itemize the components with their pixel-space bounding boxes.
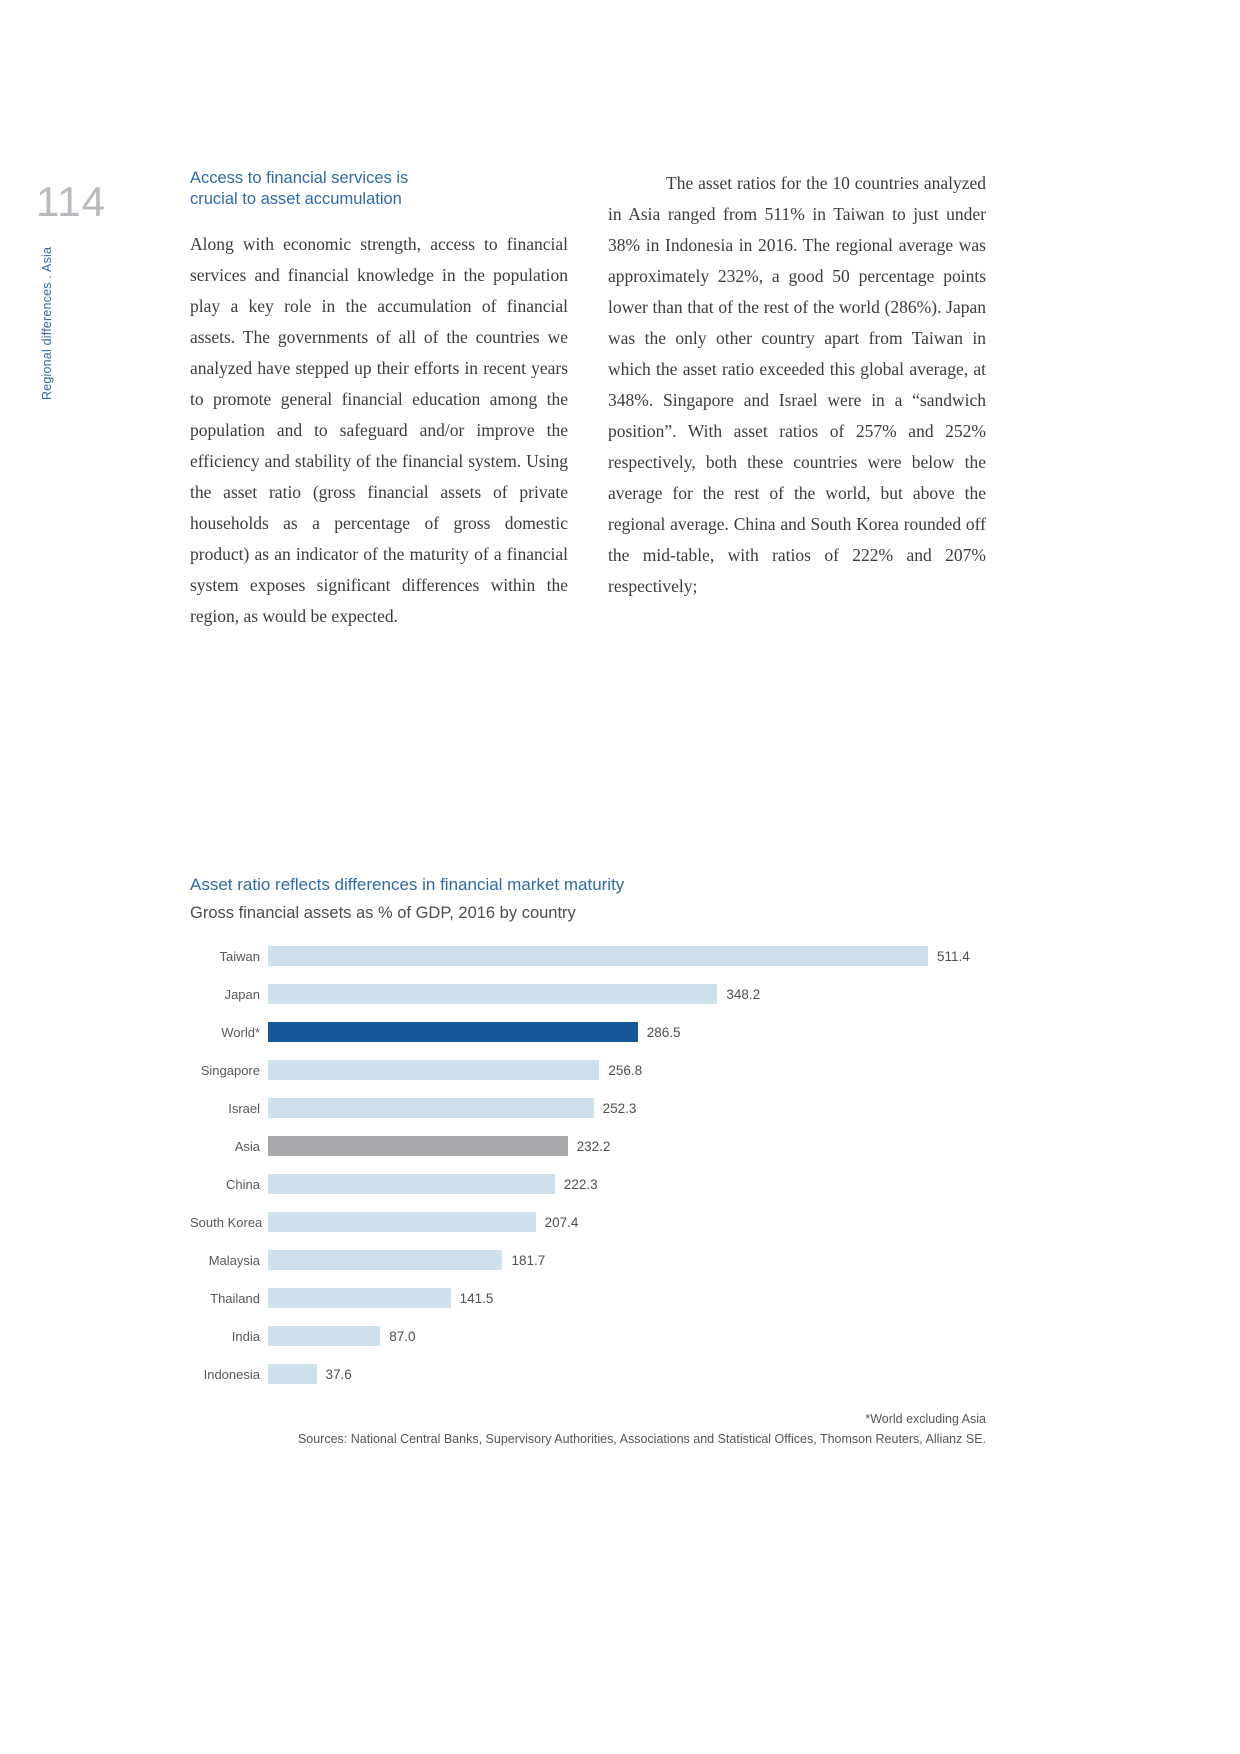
chart-category-label: Taiwan xyxy=(219,948,260,964)
chart-bar-track: 256.8 xyxy=(268,1060,986,1080)
chart-row: Indonesia 37.6 xyxy=(190,1355,986,1393)
chart-row: Taiwan 511.4 xyxy=(190,937,986,975)
chart-bar-track: 286.5 xyxy=(268,1022,986,1042)
chart-bar xyxy=(268,946,928,966)
chart-bar xyxy=(268,1250,503,1270)
chart-footnote: *World excluding Asia xyxy=(865,1412,986,1426)
chart-bar xyxy=(268,1136,568,1156)
chart-value-label: 181.7 xyxy=(511,1252,546,1268)
chart-value-label: 207.4 xyxy=(544,1214,579,1230)
chart-value-label: 511.4 xyxy=(937,948,970,964)
chart-row: China 222.3 xyxy=(190,1165,986,1203)
section-heading-line1: Access to financial services is xyxy=(190,169,409,187)
chart-category-label: Japan xyxy=(224,986,260,1002)
chart-value-label: 286.5 xyxy=(646,1024,681,1040)
chart-bar-track: 511.4 xyxy=(268,946,986,966)
chart-value-label: 256.8 xyxy=(608,1062,643,1078)
chart-row: South Korea 207.4 xyxy=(190,1203,986,1241)
chart-row: India 87.0 xyxy=(190,1317,986,1355)
sidebar-vertical-label: Regional differences . Asia xyxy=(40,246,54,400)
chart-subtitle: Gross financial assets as % of GDP, 2016… xyxy=(190,904,576,922)
content-area: Access to financial services is crucial … xyxy=(190,168,986,1446)
chart-category-label: South Korea xyxy=(190,1214,263,1230)
chart-row: Singapore 256.8 xyxy=(190,1051,986,1089)
chart-bar xyxy=(268,1098,594,1118)
section-heading-line2: crucial to asset accumulation xyxy=(190,190,402,209)
bar-chart: Asset ratio reflects differences in fina… xyxy=(190,875,986,1449)
chart-bar xyxy=(268,1174,555,1194)
chart-bar xyxy=(268,1060,600,1080)
chart-footnotes: *World excluding Asia Sources: National … xyxy=(190,1409,986,1449)
chart-value-label: 232.2 xyxy=(576,1138,611,1154)
chart-bar-track: 207.4 xyxy=(268,1212,986,1232)
chart-row: Japan 348.2 xyxy=(190,975,986,1013)
chart-row: World* 286.5 xyxy=(190,1013,986,1051)
right-column-paragraph: The asset ratios for the 10 countries an… xyxy=(608,173,986,596)
chart-category-label: Asia xyxy=(234,1138,260,1154)
chart-row: Asia 232.2 xyxy=(190,1127,986,1165)
chart-bar-track: 87.0 xyxy=(268,1326,986,1346)
chart-bar xyxy=(268,1288,451,1308)
chart-category-label: Thailand xyxy=(210,1290,260,1306)
right-column: The asset ratios for the 10 countries an… xyxy=(608,168,986,631)
chart-category-label: China xyxy=(226,1176,260,1192)
left-column: Access to financial services is crucial … xyxy=(190,168,568,631)
section-heading: Access to financial services is crucial … xyxy=(190,168,568,211)
chart-bar xyxy=(268,1212,536,1232)
chart-bar-track: 232.2 xyxy=(268,1136,986,1156)
chart-category-label: World* xyxy=(221,1024,260,1040)
chart-category-label: India xyxy=(231,1328,260,1344)
chart-row: Malaysia 181.7 xyxy=(190,1241,986,1279)
chart-value-label: 37.6 xyxy=(325,1366,352,1382)
chart-bar xyxy=(268,1364,317,1384)
chart-bar-track: 181.7 xyxy=(268,1250,986,1270)
chart-category-label: Indonesia xyxy=(203,1366,260,1382)
chart-category-label: Singapore xyxy=(200,1062,260,1078)
page-number: 114 xyxy=(36,178,106,225)
chart-sources: Sources: National Central Banks, Supervi… xyxy=(297,1432,986,1446)
left-column-paragraph: Along with economic strength, access to … xyxy=(190,233,568,626)
two-column-text: Access to financial services is crucial … xyxy=(190,168,986,631)
chart-value-label: 87.0 xyxy=(389,1328,416,1344)
chart-category-label: Malaysia xyxy=(208,1252,260,1268)
chart-bar-track: 222.3 xyxy=(268,1174,986,1194)
chart-value-label: 252.3 xyxy=(602,1100,637,1116)
chart-bar xyxy=(268,1326,381,1346)
chart-bar xyxy=(268,1022,638,1042)
chart-bar-track: 37.6 xyxy=(268,1364,986,1384)
chart-bar-track: 252.3 xyxy=(268,1098,986,1118)
chart-rows: Taiwan 511.4 Japan 348.2 World* 286.5 Singapor… xyxy=(190,937,986,1393)
chart-value-label: 141.5 xyxy=(459,1290,494,1306)
chart-value-label: 222.3 xyxy=(563,1176,598,1192)
chart-category-label: Israel xyxy=(228,1100,260,1116)
chart-bar xyxy=(268,984,718,1004)
chart-bar-track: 141.5 xyxy=(268,1288,986,1308)
chart-row: Thailand 141.5 xyxy=(190,1279,986,1317)
chart-value-label: 348.2 xyxy=(726,986,761,1002)
chart-row: Israel 252.3 xyxy=(190,1089,986,1127)
chart-title: Asset ratio reflects differences in fina… xyxy=(190,875,625,894)
chart-bar-track: 348.2 xyxy=(268,984,986,1004)
